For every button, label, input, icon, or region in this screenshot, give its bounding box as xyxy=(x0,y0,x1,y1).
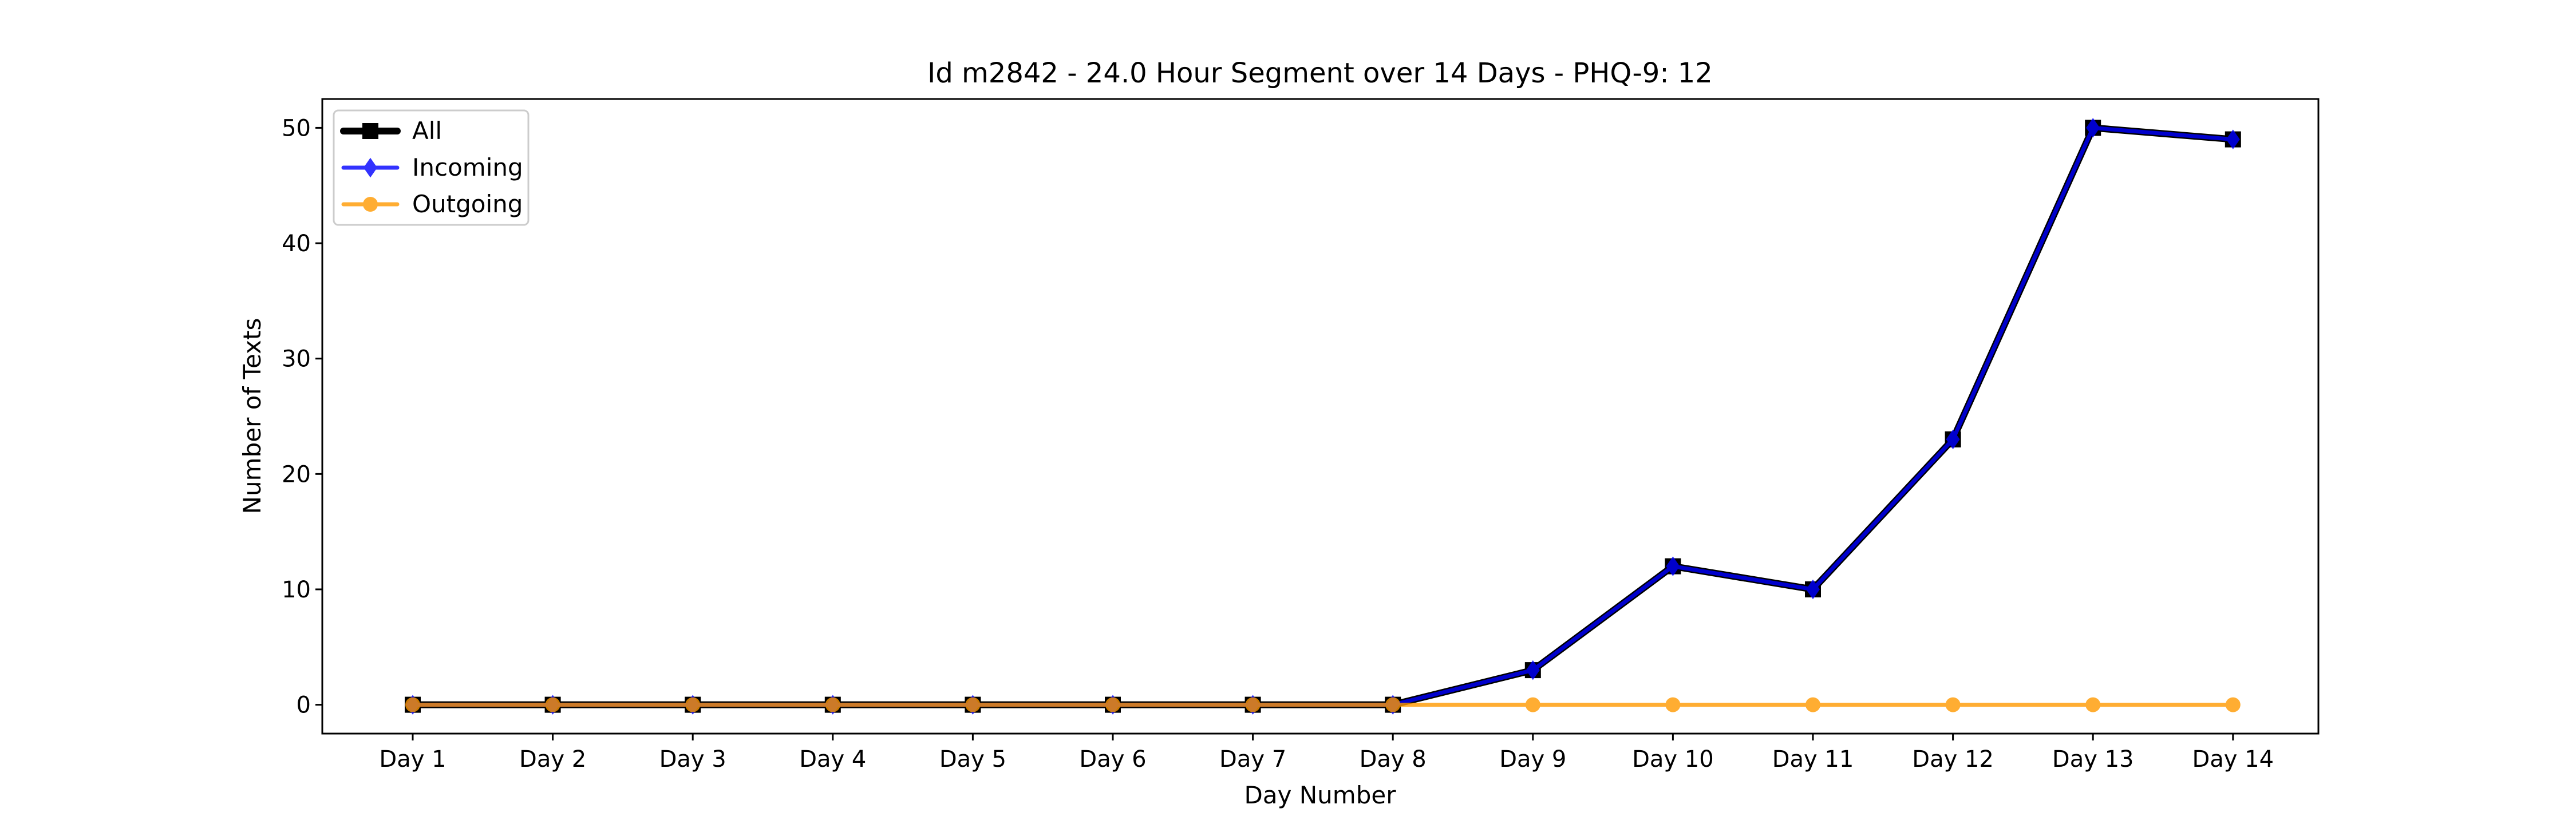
legend-item xyxy=(340,123,401,139)
series-outgoing xyxy=(405,697,2241,712)
x-axis: Day 1 Day 2 Day 3 Day 4 Day 5 Day 6 Day 7 Day 8… xyxy=(379,734,2274,772)
data-point xyxy=(1805,697,1820,712)
legend-label: Incoming xyxy=(412,153,523,181)
y-axis-label: Number of Texts xyxy=(238,318,266,514)
chart-title: Id m2842 - 24.0 Hour Segment over 14 Day… xyxy=(927,57,1713,89)
x-tick-label: Day 4 xyxy=(799,746,866,772)
x-tick-label: Day 3 xyxy=(659,746,726,772)
y-tick-label: 0 xyxy=(297,692,311,719)
legend-marker xyxy=(364,157,377,178)
x-tick-label: Day 9 xyxy=(1499,746,1566,772)
x-tick-label: Day 13 xyxy=(2052,746,2134,772)
data-point xyxy=(1806,579,1820,600)
x-axis-label: Day Number xyxy=(1244,781,1396,809)
y-axis: 0 10 20 30 40 50 xyxy=(282,115,322,719)
data-point xyxy=(1385,697,1401,712)
data-point xyxy=(685,697,701,712)
data-point xyxy=(825,697,840,712)
x-tick-label: Day 12 xyxy=(1912,746,1994,772)
x-tick-label: Day 8 xyxy=(1360,746,1427,772)
x-tick-label: Day 2 xyxy=(519,746,586,772)
x-tick-label: Day 6 xyxy=(1079,746,1146,772)
legend-item xyxy=(341,197,400,212)
data-point xyxy=(405,697,420,712)
legend-marker xyxy=(363,197,378,212)
x-tick-label: Day 14 xyxy=(2192,746,2274,772)
data-point xyxy=(1105,697,1120,712)
data-point xyxy=(1525,697,1540,712)
data-point xyxy=(1665,697,1681,712)
data-point xyxy=(965,697,981,712)
x-tick-label: Day 5 xyxy=(939,746,1006,772)
legend-label: Outgoing xyxy=(412,190,523,218)
data-point xyxy=(1666,556,1680,576)
x-tick-label: Day 7 xyxy=(1219,746,1286,772)
data-point xyxy=(2226,129,2240,149)
data-point xyxy=(1245,697,1261,712)
data-point xyxy=(2225,697,2241,712)
x-tick-label: Day 11 xyxy=(1772,746,1854,772)
legend-label: All xyxy=(412,117,442,145)
plot-frame xyxy=(321,98,2320,735)
legend-box xyxy=(333,109,530,226)
data-point xyxy=(1946,429,1960,450)
x-tick-label: Day 10 xyxy=(1632,746,1714,772)
legend-item xyxy=(341,157,400,178)
data-point xyxy=(2085,697,2101,712)
y-tick-label: 30 xyxy=(282,346,311,373)
y-tick-label: 10 xyxy=(282,577,311,603)
legend: All Incoming Outgoing xyxy=(333,109,530,226)
y-tick-label: 50 xyxy=(282,115,311,141)
data-point xyxy=(2086,118,2100,138)
x-tick-label: Day 1 xyxy=(379,746,446,772)
legend-marker xyxy=(362,123,378,139)
plot-area xyxy=(405,118,2241,715)
data-point xyxy=(1945,697,1961,712)
data-point xyxy=(545,697,560,712)
y-tick-label: 20 xyxy=(282,461,311,488)
y-tick-label: 40 xyxy=(282,231,311,257)
data-point xyxy=(1526,660,1540,680)
